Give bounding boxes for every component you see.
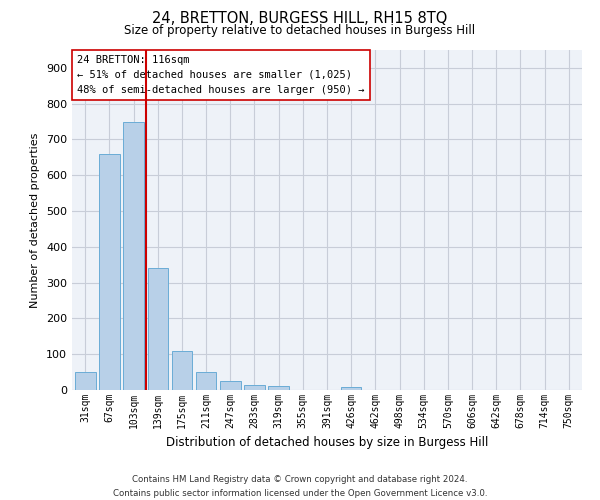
- Bar: [172, 352, 192, 390]
- Bar: [341, 387, 361, 390]
- Text: 24, BRETTON, BURGESS HILL, RH15 8TQ: 24, BRETTON, BURGESS HILL, RH15 8TQ: [152, 11, 448, 26]
- Bar: [124, 122, 144, 390]
- Bar: [196, 372, 217, 390]
- Bar: [75, 372, 95, 390]
- Text: 24 BRETTON: 116sqm
← 51% of detached houses are smaller (1,025)
48% of semi-deta: 24 BRETTON: 116sqm ← 51% of detached hou…: [77, 55, 365, 94]
- Bar: [244, 384, 265, 390]
- Text: Contains HM Land Registry data © Crown copyright and database right 2024.
Contai: Contains HM Land Registry data © Crown c…: [113, 476, 487, 498]
- Bar: [220, 381, 241, 390]
- X-axis label: Distribution of detached houses by size in Burgess Hill: Distribution of detached houses by size …: [166, 436, 488, 450]
- Bar: [99, 154, 120, 390]
- Bar: [148, 268, 168, 390]
- Y-axis label: Number of detached properties: Number of detached properties: [31, 132, 40, 308]
- Text: Size of property relative to detached houses in Burgess Hill: Size of property relative to detached ho…: [124, 24, 476, 37]
- Bar: [268, 386, 289, 390]
